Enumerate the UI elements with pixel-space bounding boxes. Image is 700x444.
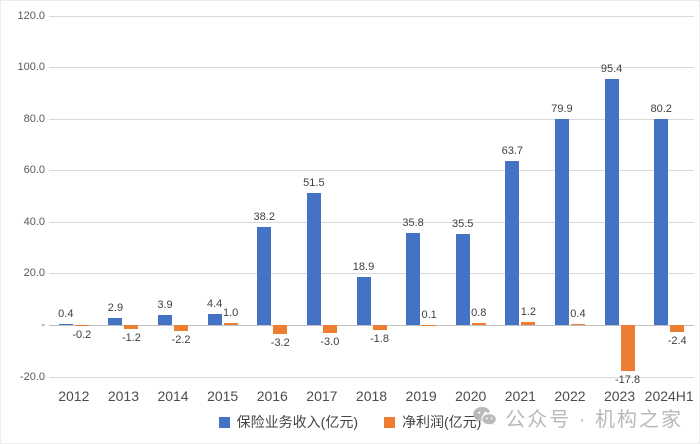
bar-profit-2022 — [570, 324, 585, 326]
bar-profit-2015 — [223, 322, 238, 326]
bar-revenue-2017 — [306, 192, 321, 326]
bar-revenue-2016 — [257, 226, 272, 326]
bar-revenue-2020 — [455, 233, 470, 326]
bar-label: 18.9 — [352, 260, 375, 273]
bar-label: 80.2 — [650, 102, 672, 115]
bar-label: -3.0 — [320, 336, 340, 349]
bar-profit-2013 — [124, 325, 139, 329]
y-gridline — [49, 118, 694, 120]
x-tick-label: 2016 — [256, 388, 288, 404]
x-tick-label: 2015 — [207, 388, 239, 404]
bar-label: 95.4 — [600, 63, 623, 76]
bar-revenue-2023 — [604, 79, 619, 326]
bar-label: 0.4 — [570, 308, 586, 321]
bar-revenue-2022 — [554, 119, 569, 326]
bar-profit-2012 — [74, 325, 89, 327]
bar-label: -1.2 — [121, 331, 141, 344]
bar-label: 4.4 — [206, 298, 223, 311]
bar-profit-2023 — [620, 325, 635, 372]
bar-label: 35.8 — [402, 217, 424, 230]
bar-label: -1.8 — [370, 333, 389, 346]
x-axis-line — [49, 324, 694, 326]
y-tick-label: -20.0 — [19, 370, 45, 383]
y-gridline — [49, 273, 694, 275]
legend-item-insurance-revenue: 保险业务收入(亿元) — [218, 412, 358, 432]
bar-label: -2.4 — [667, 334, 687, 347]
bar-label: 0.8 — [471, 307, 487, 320]
bar-label: -3.2 — [270, 336, 290, 349]
y-gridline — [49, 170, 694, 172]
x-tick-label: 2017 — [306, 388, 338, 404]
legend-label: 保险业务收入(亿元) — [236, 414, 358, 430]
legend-swatch-orange — [384, 416, 395, 428]
y-gridline — [49, 15, 694, 17]
bar-profit-2017 — [322, 325, 337, 334]
bar-label: 63.7 — [501, 145, 524, 158]
bar-revenue-2021 — [505, 161, 520, 326]
bar-label: 2.9 — [107, 301, 124, 314]
watermark-text: 公众号 · 机构之家 — [505, 409, 683, 431]
x-tick-label: 2022 — [554, 388, 586, 404]
bar-profit-2019 — [422, 325, 437, 327]
x-tick-label: 2014 — [157, 388, 189, 404]
x-tick-label: 2013 — [107, 388, 139, 404]
y-tick-label: 100.0 — [17, 61, 45, 74]
y-tick-label: 20.0 — [23, 267, 45, 280]
x-tick-label: 2019 — [405, 388, 437, 404]
x-tick-label: 2018 — [355, 388, 388, 404]
legend-item-net-profit: 净利润(亿元) — [384, 412, 481, 432]
bar-label: 1.0 — [222, 306, 239, 319]
watermark: 公众号 · 机构之家 — [472, 403, 683, 432]
bar-label: 0.4 — [58, 308, 74, 321]
y-gridline — [49, 376, 694, 378]
bar-revenue-2015 — [207, 314, 222, 326]
x-tick-label: 2012 — [58, 388, 90, 404]
bar-label: 79.9 — [551, 103, 573, 116]
bar-profit-2016 — [273, 325, 288, 334]
bar-revenue-2012 — [58, 324, 73, 326]
bar-label: -2.2 — [171, 334, 191, 347]
legend-swatch-blue — [218, 416, 230, 428]
bar-revenue-2019 — [406, 233, 421, 326]
bar-label: -17.8 — [615, 374, 641, 387]
chart-legend: 保险业务收入(亿元) 净利润(亿元) — [1, 412, 699, 432]
x-tick-label: 2023 — [603, 388, 636, 404]
bar-label: -0.2 — [72, 329, 92, 342]
x-tick-label: 2021 — [504, 388, 536, 404]
y-tick-label: 120.0 — [17, 9, 45, 22]
bar-label: 3.9 — [157, 299, 173, 312]
y-tick-label: 40.0 — [23, 215, 45, 228]
y-tick-label: 80.0 — [23, 112, 45, 125]
bar-profit-2021 — [521, 322, 536, 326]
y-gridline — [49, 67, 694, 69]
bar-label: 35.5 — [452, 217, 474, 230]
bar-profit-2018 — [372, 325, 387, 331]
bar-label: 51.5 — [303, 176, 325, 189]
x-tick-label: 2020 — [455, 388, 487, 404]
bar-label: 0.1 — [421, 309, 437, 322]
bar-label: 38.2 — [253, 210, 275, 223]
bar-revenue-2013 — [108, 317, 123, 326]
x-tick-label: 2024H1 — [644, 388, 694, 404]
wechat-icon — [472, 406, 498, 429]
legend-label: 净利润(亿元) — [402, 414, 482, 430]
bar-revenue-2014 — [158, 315, 173, 326]
bar-profit-2020 — [471, 323, 486, 326]
bar-profit-2024H1 — [670, 325, 685, 332]
bar-label: 1.2 — [520, 306, 536, 319]
bar-profit-2014 — [174, 325, 189, 332]
y-gridline — [49, 221, 694, 223]
y-tick-label: - — [41, 318, 45, 331]
y-tick-label: 60.0 — [23, 164, 45, 177]
bar-revenue-2024H1 — [654, 118, 669, 326]
bar-revenue-2018 — [356, 276, 371, 326]
